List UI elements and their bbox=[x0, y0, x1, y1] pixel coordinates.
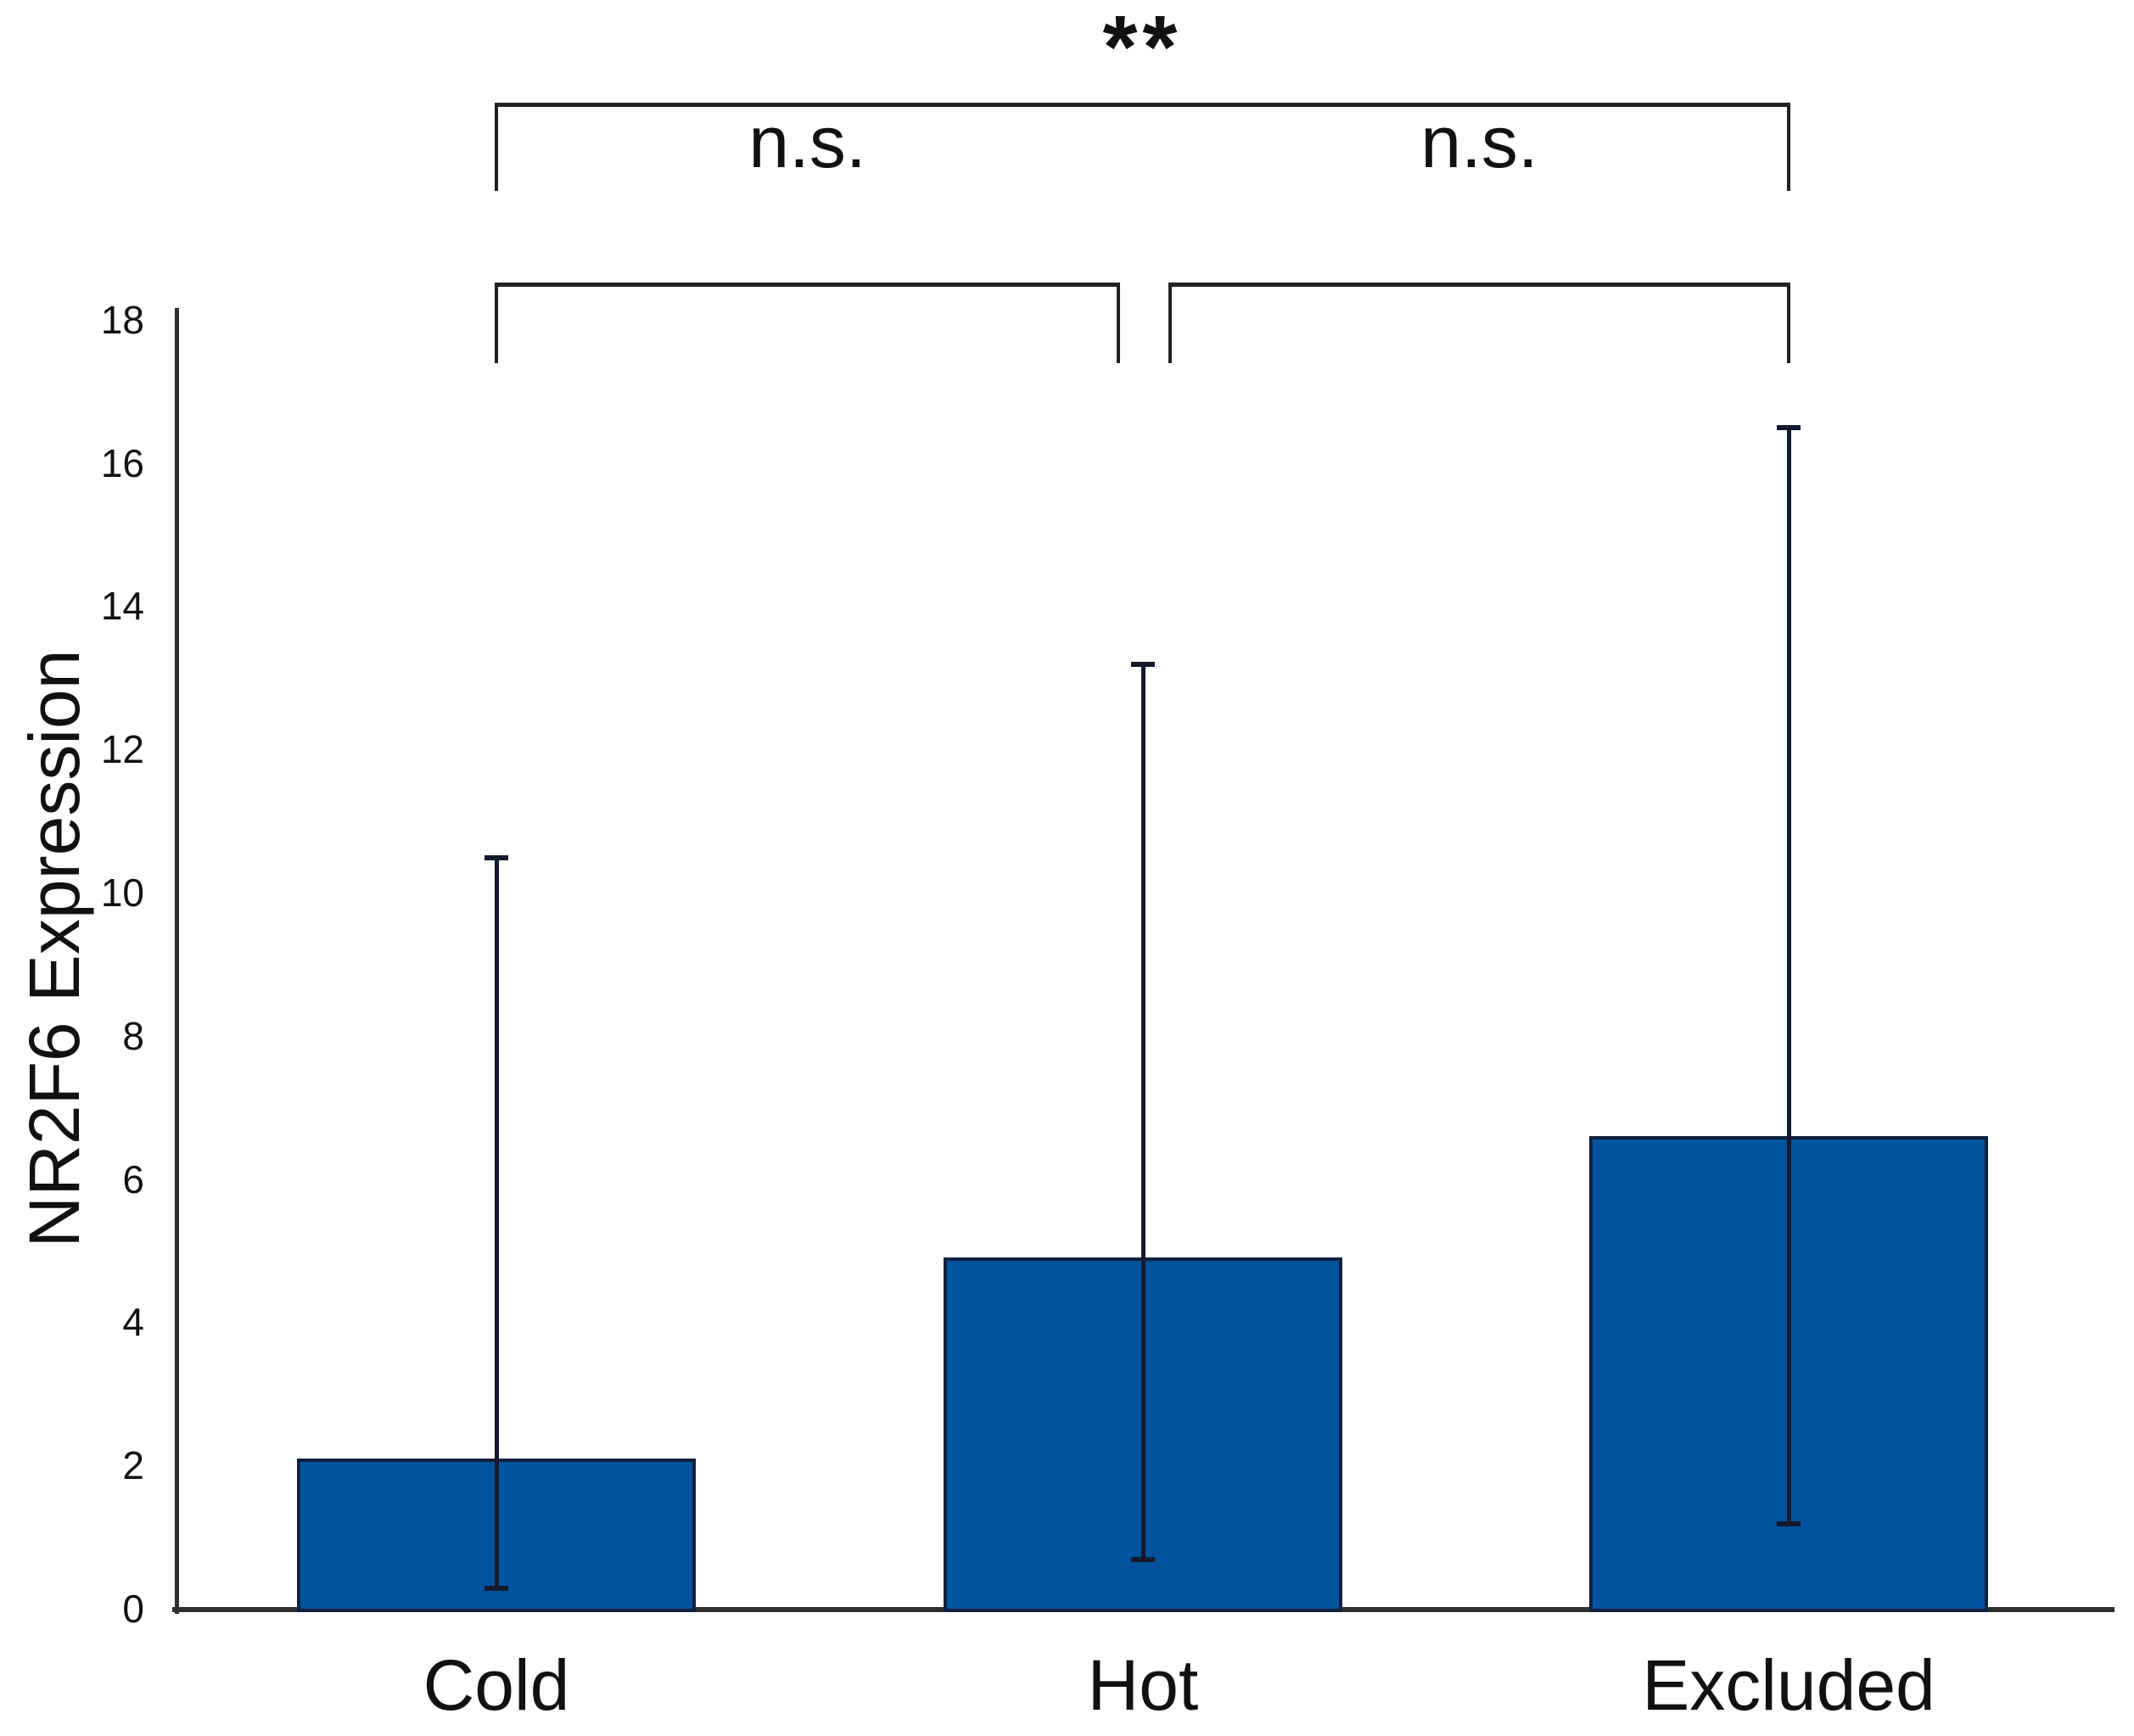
significance-bracket bbox=[1168, 283, 1790, 287]
error-bar-cap bbox=[1131, 662, 1155, 667]
category-label: Excluded bbox=[1642, 1645, 1935, 1725]
error-bar-cap bbox=[484, 1586, 508, 1591]
y-tick-label: 8 bbox=[122, 1014, 144, 1058]
y-tick-label: 0 bbox=[122, 1587, 144, 1631]
significance-bracket bbox=[1117, 283, 1120, 363]
significance-bracket bbox=[495, 103, 1790, 107]
y-tick-label: 14 bbox=[100, 584, 144, 628]
error-bar-line bbox=[1141, 664, 1145, 1559]
y-axis-line bbox=[175, 308, 179, 1614]
y-tick-label: 2 bbox=[122, 1443, 144, 1487]
significance-label: n.s. bbox=[1420, 102, 1538, 183]
error-bar-cap bbox=[1131, 1557, 1155, 1562]
error-bar-line bbox=[495, 857, 499, 1588]
error-bar-cap bbox=[1777, 425, 1801, 430]
significance-bracket bbox=[1168, 283, 1172, 363]
error-bar-cap bbox=[484, 855, 508, 860]
y-tick-label: 6 bbox=[122, 1157, 144, 1201]
category-label: Hot bbox=[1087, 1645, 1199, 1725]
significance-bracket bbox=[1787, 283, 1790, 363]
significance-bracket bbox=[495, 103, 498, 191]
significance-bracket bbox=[495, 283, 498, 363]
category-label: Cold bbox=[423, 1645, 570, 1725]
y-tick-label: 10 bbox=[100, 871, 144, 915]
y-tick-label: 18 bbox=[100, 298, 144, 342]
significance-label: n.s. bbox=[748, 102, 866, 183]
error-bar-cap bbox=[1777, 1521, 1801, 1526]
significance-bracket bbox=[1787, 103, 1790, 191]
y-tick-label: 12 bbox=[100, 727, 144, 771]
y-axis-title: NR2F6 Expression bbox=[14, 649, 94, 1248]
significance-bracket bbox=[495, 283, 1120, 287]
y-tick-label: 4 bbox=[122, 1300, 144, 1344]
significance-label: ** bbox=[1102, 0, 1183, 97]
error-bar-line bbox=[1787, 427, 1791, 1523]
y-tick-label: 16 bbox=[100, 441, 144, 485]
